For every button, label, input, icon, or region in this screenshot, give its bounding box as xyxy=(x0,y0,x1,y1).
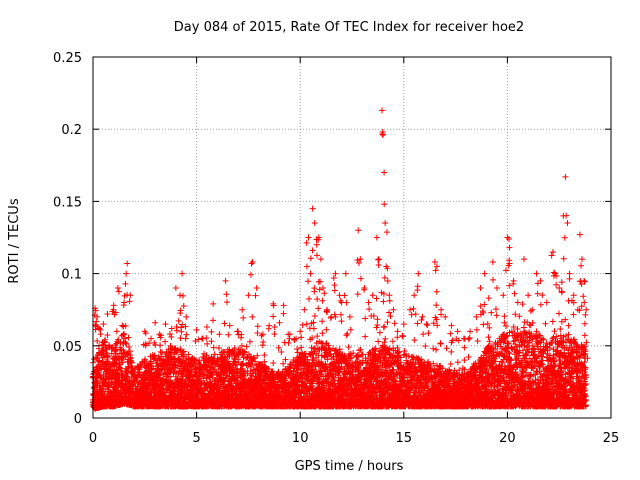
data-points-layer xyxy=(89,107,591,412)
data-point xyxy=(108,350,115,357)
data-point xyxy=(117,339,124,346)
data-point xyxy=(128,359,135,366)
data-point xyxy=(120,347,127,354)
data-point xyxy=(123,340,130,347)
data-point xyxy=(115,336,122,343)
data-point xyxy=(90,385,97,392)
chart-title: Day 084 of 2015, Rate Of TEC Index for r… xyxy=(174,20,524,35)
data-point xyxy=(105,353,112,360)
grid-layer xyxy=(93,57,611,418)
data-point xyxy=(131,378,138,385)
data-point xyxy=(121,335,128,342)
data-point xyxy=(122,339,129,346)
data-point xyxy=(121,330,128,337)
data-point xyxy=(101,391,108,398)
